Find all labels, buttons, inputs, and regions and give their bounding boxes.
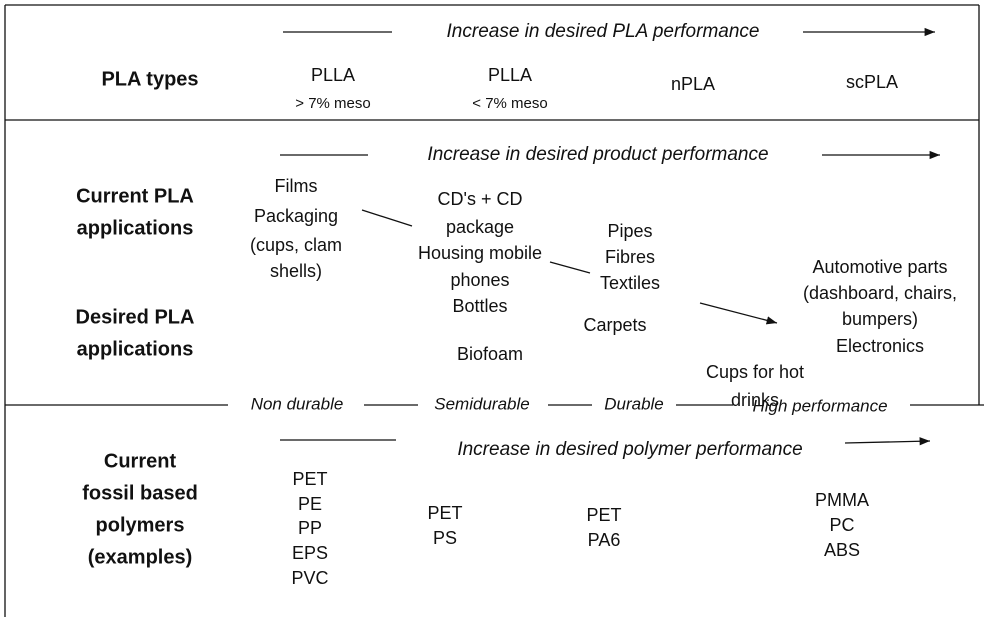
arrow (699, 302, 778, 325)
polymer: EPS (292, 543, 328, 563)
application: CD's + CD (438, 189, 523, 209)
polymer: PA6 (588, 530, 621, 550)
polymer: PET (292, 469, 327, 489)
header: Increase in desired PLA performance (447, 21, 760, 42)
arrow (844, 437, 931, 446)
application: Electronics (836, 336, 924, 356)
application: (dashboard, chairs, (803, 283, 957, 303)
row-label: applications (77, 217, 194, 239)
pla-note: > 7% meso (295, 95, 370, 112)
application: drinks (731, 390, 779, 410)
polymer: PMMA (815, 490, 869, 510)
pla-type: scPLA (846, 72, 898, 92)
row-label: polymers (96, 514, 185, 536)
application: shells) (270, 261, 322, 281)
application: Fibres (605, 247, 655, 267)
application: Automotive parts (812, 257, 947, 277)
polymer: PC (829, 515, 854, 535)
polymer: PS (433, 528, 457, 548)
application: Cups for hot (706, 362, 804, 382)
application: Bottles (452, 296, 507, 316)
durability: High performance (752, 396, 887, 415)
row-label: PLA types (101, 68, 198, 90)
application: Textiles (600, 273, 660, 293)
application: Biofoam (457, 344, 523, 364)
application: bumpers) (842, 309, 918, 329)
application: (cups, clam (250, 235, 342, 255)
application: Packaging (254, 206, 338, 226)
header: Increase in desired product performance (427, 144, 768, 165)
polymer: PET (586, 505, 621, 525)
row-label: applications (77, 338, 194, 360)
durability: Non durable (251, 394, 344, 413)
pla-note: < 7% meso (472, 95, 547, 112)
row-label: Current (104, 450, 177, 472)
row-label: (examples) (88, 546, 193, 568)
pla-type: nPLA (671, 74, 715, 94)
row-label: Current PLA (76, 185, 194, 207)
polymer: PVC (291, 568, 328, 588)
polymer: PE (298, 494, 322, 514)
durability: Semidurable (434, 394, 529, 413)
application: package (446, 217, 514, 237)
connector (549, 261, 591, 274)
application: Carpets (583, 315, 646, 335)
application: Housing mobile (418, 243, 542, 263)
application: Pipes (607, 221, 652, 241)
application: Films (275, 176, 318, 196)
header: Increase in desired polymer performance (457, 439, 802, 460)
polymer: ABS (824, 540, 860, 560)
connector (361, 209, 413, 227)
row-label: fossil based (82, 482, 198, 504)
polymer: PET (427, 503, 462, 523)
pla-type: PLLA (488, 65, 532, 85)
row-label: Desired PLA (76, 306, 195, 328)
polymer: PP (298, 518, 322, 538)
application: phones (450, 270, 509, 290)
pla-type: PLLA (311, 65, 355, 85)
durability: Durable (604, 394, 664, 413)
